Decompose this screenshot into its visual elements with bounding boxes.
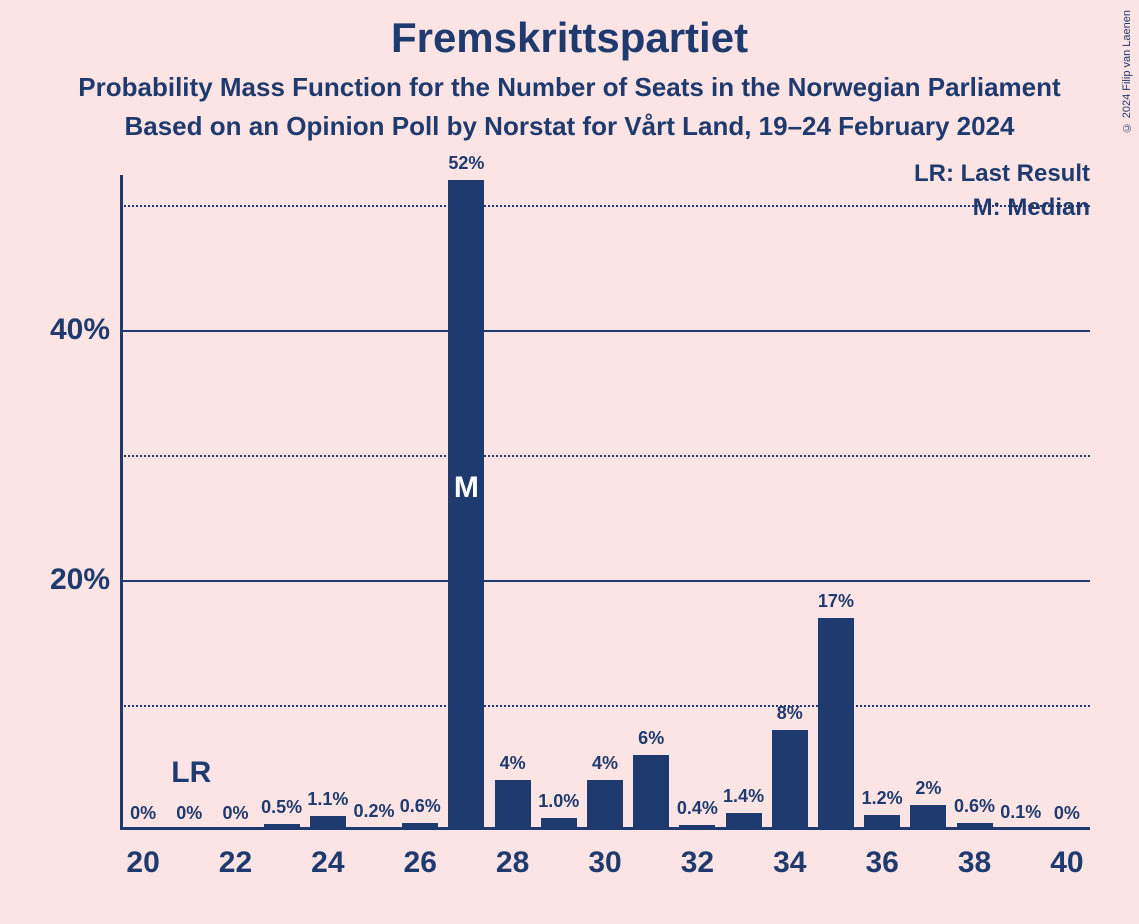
legend-last-result: LR: Last Result — [914, 160, 1090, 188]
x-axis-tick-label: 30 — [588, 846, 621, 880]
bar — [726, 813, 762, 831]
median-marker: M — [454, 471, 479, 505]
bar-value-label: 8% — [777, 703, 803, 724]
bar — [957, 823, 993, 831]
bar-value-label: 4% — [500, 753, 526, 774]
bar — [679, 825, 715, 830]
bar — [910, 805, 946, 830]
bar-value-label: 1.4% — [723, 786, 764, 807]
legend-median: M: Median — [973, 194, 1090, 222]
gridline-minor — [120, 705, 1090, 707]
bar — [541, 818, 577, 831]
bar-value-label: 0% — [1054, 803, 1080, 824]
bar-value-label: 1.2% — [862, 788, 903, 809]
bar-value-label: 1.1% — [307, 789, 348, 810]
bar — [772, 730, 808, 830]
bar-value-label: 0.6% — [954, 796, 995, 817]
copyright-text: © 2024 Filip van Laenen — [1121, 10, 1133, 133]
bar — [818, 618, 854, 831]
chart-title: Fremskrittspartiet — [0, 14, 1139, 62]
x-axis-tick-label: 38 — [958, 846, 991, 880]
gridline-major — [120, 580, 1090, 582]
bar — [864, 815, 900, 830]
bar — [264, 824, 300, 830]
gridline-minor — [120, 205, 1090, 207]
bar-value-label: 0% — [176, 803, 202, 824]
bar-value-label: 1.0% — [538, 791, 579, 812]
bar-value-label: 0.2% — [354, 801, 395, 822]
bar-value-label: 52% — [448, 153, 484, 174]
bar — [1003, 829, 1039, 830]
bar — [356, 828, 392, 831]
x-axis-tick-label: 20 — [126, 846, 159, 880]
x-axis-tick-label: 26 — [404, 846, 437, 880]
bar-value-label: 6% — [638, 728, 664, 749]
bar — [310, 816, 346, 830]
last-result-marker: LR — [171, 756, 211, 790]
y-axis-line — [120, 175, 123, 830]
x-axis-tick-label: 24 — [311, 846, 344, 880]
bar-value-label: 0.6% — [400, 796, 441, 817]
plot-area: LR: Last Result M: Median 20%40%0%0%0%0.… — [120, 180, 1090, 830]
bar-value-label: 0.5% — [261, 797, 302, 818]
x-axis-tick-label: 28 — [496, 846, 529, 880]
bar-value-label: 0.4% — [677, 798, 718, 819]
bar-value-label: 0% — [222, 803, 248, 824]
chart-subtitle-1: Probability Mass Function for the Number… — [0, 72, 1139, 103]
bar — [633, 755, 669, 830]
x-axis-tick-label: 32 — [681, 846, 714, 880]
bar-value-label: 17% — [818, 591, 854, 612]
bar — [402, 823, 438, 831]
gridline-minor — [120, 455, 1090, 457]
x-axis-tick-label: 22 — [219, 846, 252, 880]
bar-value-label: 0.1% — [1000, 802, 1041, 823]
bar-value-label: 4% — [592, 753, 618, 774]
chart-subtitle-2: Based on an Opinion Poll by Norstat for … — [0, 111, 1139, 142]
y-axis-tick-label: 40% — [50, 313, 110, 347]
x-axis-tick-label: 40 — [1050, 846, 1083, 880]
x-axis-tick-label: 34 — [773, 846, 806, 880]
y-axis-tick-label: 20% — [50, 563, 110, 597]
bar-value-label: 0% — [130, 803, 156, 824]
bar-value-label: 2% — [915, 778, 941, 799]
x-axis-tick-label: 36 — [865, 846, 898, 880]
bar — [587, 780, 623, 830]
bar — [448, 180, 484, 830]
gridline-major — [120, 330, 1090, 332]
chart-container: Fremskrittspartiet Probability Mass Func… — [0, 0, 1139, 924]
bar — [495, 780, 531, 830]
